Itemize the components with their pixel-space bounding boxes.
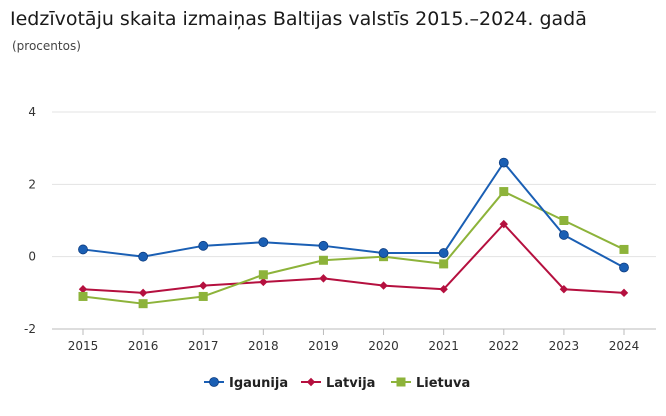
legend-marker (306, 377, 316, 387)
series-line (82, 190, 625, 305)
series-lietuva (78, 187, 629, 309)
x-tick-label: 2021 (428, 339, 459, 353)
x-tick-label: 2023 (549, 339, 580, 353)
chart-subtitle: (procentos) (12, 39, 81, 53)
data-point (379, 281, 388, 290)
legend-label: Latvija (326, 376, 375, 391)
data-point (138, 288, 148, 298)
series-latvija (78, 219, 629, 298)
grid-lines (52, 111, 656, 330)
x-tick-label: 2017 (188, 339, 219, 353)
data-point (259, 277, 268, 287)
data-point (499, 219, 508, 229)
legend-item-latvija[interactable]: Latvija (301, 376, 375, 391)
x-tick-label: 2019 (308, 339, 339, 353)
data-point (439, 259, 449, 269)
legend-marker (209, 377, 219, 387)
legend-marker (396, 377, 406, 387)
data-point (138, 299, 148, 309)
data-point (319, 274, 328, 283)
legend-label: Lietuva (416, 376, 470, 391)
data-point (619, 288, 629, 298)
data-point (318, 255, 328, 265)
y-tick-label: 4 (28, 105, 36, 119)
data-point (499, 187, 509, 197)
data-point (78, 291, 88, 301)
data-point (498, 157, 509, 168)
x-tick-label: 2015 (68, 339, 99, 353)
data-point (619, 244, 629, 254)
x-tick-label: 2020 (368, 339, 399, 353)
legend-item-lietuva[interactable]: Lietuva (391, 376, 470, 391)
data-point (559, 216, 569, 225)
x-axis-ticks: 2015 2016 2017 2018 2019 2020 2021 2022 2023 2024 (68, 329, 640, 353)
series-line (82, 223, 625, 294)
data-point (258, 270, 268, 280)
data-point (258, 237, 269, 248)
data-point (378, 248, 389, 258)
y-axis-ticks: 4 2 0 -2 (24, 105, 36, 336)
x-tick-label: 2018 (248, 339, 279, 353)
data-point (619, 262, 629, 273)
data-point (439, 285, 448, 294)
data-point (318, 240, 329, 251)
legend-label: Igaunija (229, 376, 288, 391)
data-point (199, 281, 208, 290)
x-tick-label: 2024 (609, 339, 640, 353)
x-tick-label: 2022 (489, 339, 520, 353)
data-point (78, 244, 88, 255)
data-point (78, 285, 88, 294)
data-point (198, 240, 209, 251)
data-point (198, 291, 208, 301)
data-point (559, 285, 569, 294)
series-igaunija (78, 157, 629, 273)
y-tick-label: -2 (24, 322, 36, 336)
chart-title: Iedzīvotāju skaita izmaiņas Baltijas val… (10, 8, 587, 30)
series-group (78, 157, 629, 309)
series-line (82, 161, 625, 269)
y-tick-label: 0 (28, 250, 36, 264)
data-point (138, 251, 149, 262)
legend-item-igaunija[interactable]: Igaunija (204, 376, 288, 391)
y-tick-label: 2 (28, 177, 36, 191)
data-point (438, 248, 449, 258)
x-tick-label: 2016 (128, 339, 159, 353)
data-point (558, 230, 569, 240)
legend: Igaunija Latvija Lietuva (204, 376, 470, 391)
